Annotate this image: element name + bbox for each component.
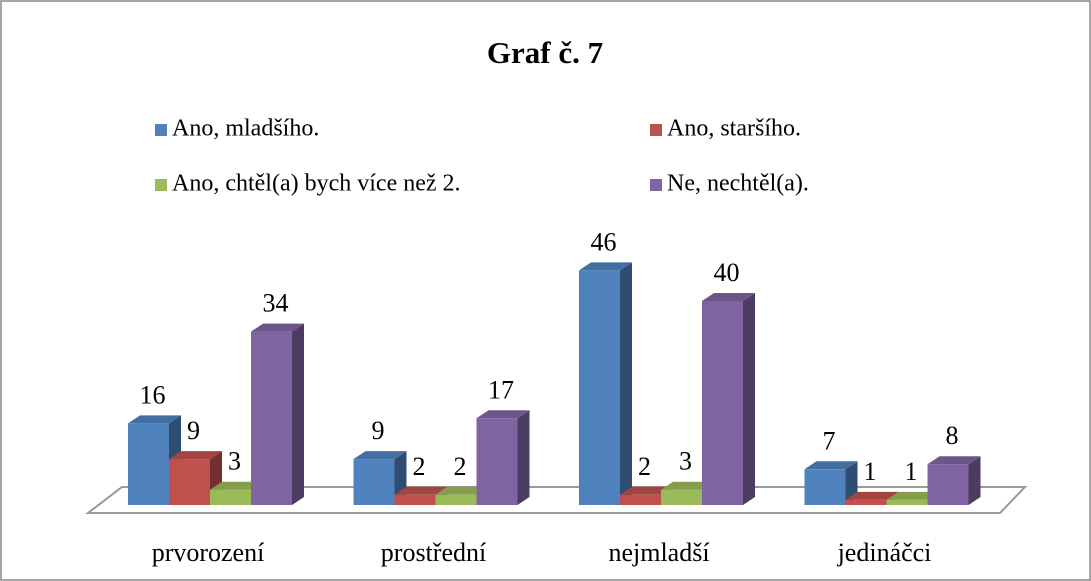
legend-label: Ano, mladšího.	[172, 116, 319, 142]
bar-top	[927, 456, 981, 465]
bar	[476, 418, 518, 505]
value-label: 9	[187, 416, 200, 445]
bar-top	[435, 486, 489, 495]
bar-top	[476, 410, 530, 419]
bar	[661, 489, 702, 505]
legend-swatch	[650, 179, 662, 191]
bar	[804, 469, 846, 505]
value-label: 1	[905, 457, 918, 486]
bar	[579, 270, 620, 505]
bar	[620, 494, 661, 505]
value-label: 2	[638, 452, 651, 481]
bar-top	[702, 293, 755, 301]
bar-top	[210, 481, 263, 490]
value-label: 8	[946, 421, 959, 450]
bar-side	[968, 456, 981, 505]
value-label: 40	[714, 258, 740, 287]
x-tick-label: prvorození	[152, 538, 265, 567]
value-label: 3	[228, 447, 241, 476]
bar-top	[394, 486, 448, 495]
value-label: 16	[140, 380, 166, 409]
bar	[435, 494, 477, 505]
bar-top	[128, 415, 181, 424]
legend-swatch	[155, 124, 167, 136]
bar-top	[886, 491, 940, 500]
bar-side	[292, 323, 304, 505]
bar	[702, 301, 743, 505]
floor	[85, 486, 1028, 514]
legend-label: Ano, staršího.	[667, 116, 801, 142]
bar	[353, 459, 395, 505]
x-tick-label: jedináčci	[837, 538, 932, 567]
bar-side	[743, 293, 755, 505]
bar	[169, 459, 210, 505]
value-label: 34	[263, 289, 289, 318]
bar	[394, 494, 436, 505]
value-label: 2	[454, 452, 467, 481]
bar-top	[353, 451, 407, 460]
value-label: 1	[864, 457, 877, 486]
bar	[210, 489, 251, 505]
x-tick-label: nejmladší	[608, 538, 709, 567]
bar	[251, 331, 292, 505]
value-label: 17	[488, 375, 514, 404]
bar-top	[169, 451, 222, 460]
bar-top	[845, 491, 899, 500]
legend-label: Ne, nechtěl(a).	[667, 171, 809, 197]
value-label: 7	[823, 426, 836, 455]
legend-swatch	[155, 179, 167, 191]
value-label: 2	[413, 452, 426, 481]
bar-side	[517, 410, 530, 505]
chart-title: Graf č. 7	[487, 35, 603, 70]
value-label: 9	[372, 416, 385, 445]
bar	[886, 499, 928, 505]
bar	[128, 423, 169, 505]
bar-top	[620, 486, 673, 495]
bar	[927, 464, 969, 505]
bar-top	[579, 262, 632, 271]
bar-top	[804, 461, 858, 470]
x-tick-label: prostřední	[381, 538, 486, 567]
legend-label: Ano, chtěl(a) bych více než 2.	[172, 171, 461, 197]
bar-top	[661, 481, 714, 490]
value-label: 3	[679, 447, 692, 476]
legend-swatch	[650, 124, 662, 136]
bar-side	[620, 262, 632, 505]
bar-top	[251, 323, 304, 332]
bar	[845, 499, 887, 505]
value-label: 46	[591, 227, 617, 256]
